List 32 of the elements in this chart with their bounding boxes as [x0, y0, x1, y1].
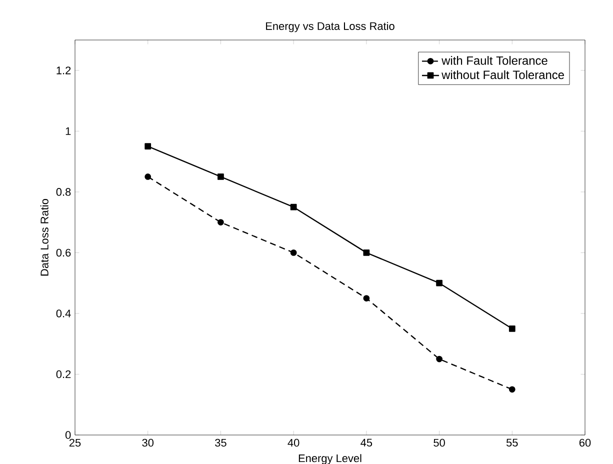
x-tick-label: 40 [288, 438, 300, 447]
point [290, 204, 297, 210]
legend-label: with Fault Tolerance [442, 56, 548, 65]
y-tick-label: 0.4 [56, 310, 71, 318]
point [363, 250, 370, 256]
point [436, 280, 442, 286]
point [508, 325, 516, 332]
y-tick-label: 1.2 [56, 66, 71, 74]
point [290, 250, 297, 256]
point [363, 295, 370, 302]
x-tick-label: 55 [506, 438, 518, 446]
y-tick-label: 0.8 [56, 188, 71, 196]
x-tick-label: 25 [69, 438, 81, 447]
y-tick-label: 0.6 [56, 248, 71, 257]
point [144, 174, 152, 180]
y-tick-label: 0 [65, 431, 71, 439]
legend-label: without Fault Tolerance [442, 70, 564, 80]
y-tick-label: 1 [66, 127, 71, 135]
point [436, 356, 442, 362]
x-axis-title: Energy Level [298, 454, 362, 464]
point [218, 174, 224, 180]
y-tick-label: 0.2 [56, 370, 71, 378]
point [508, 386, 516, 393]
x-tick-label: 50 [434, 438, 445, 447]
point [218, 219, 224, 226]
x-tick-label: 45 [360, 438, 372, 446]
x-tick-label: 60 [579, 438, 591, 447]
chart-title: Energy vs Data Loss Ratio [266, 22, 394, 32]
y-axis-title: Data Loss Ratio [40, 199, 48, 276]
point [144, 143, 152, 150]
x-tick-label: 30 [142, 438, 154, 447]
x-tick-label: 35 [215, 438, 226, 447]
